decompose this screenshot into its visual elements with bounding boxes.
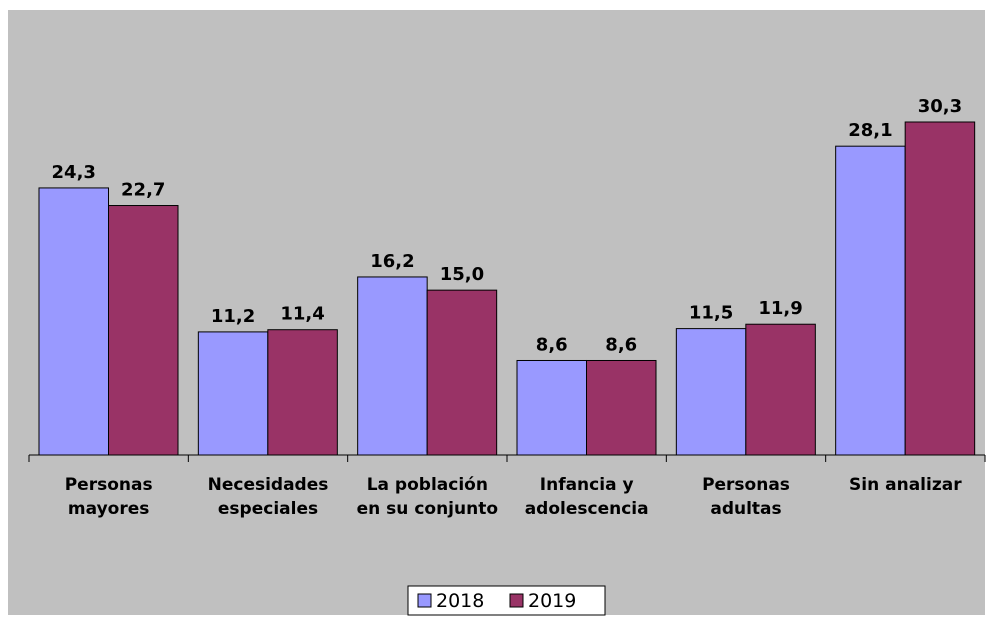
bar [516,359,587,456]
data-label: 16,2 [370,251,414,272]
data-label: 24,3 [52,162,96,183]
bar [675,328,747,456]
data-label: 11,9 [758,298,802,319]
x-tick-label: Sin analizar [849,475,962,495]
legend-swatch [417,593,432,608]
x-tick-label: Personas adultas [702,475,790,519]
bar [745,323,816,456]
data-label: 11,5 [689,303,733,324]
bar [426,289,498,456]
x-tick-label: Infancia y adolescencia [524,475,649,519]
legend-swatch [509,593,524,608]
x-tick-label: La población en su conjunto [356,475,499,519]
data-label: 8,6 [536,334,568,355]
x-tick-label: Personas mayores [64,475,153,519]
data-label: 11,2 [211,306,255,327]
x-tick-label: Necesidades especiales [207,475,329,519]
bar [357,276,428,456]
bar [267,329,338,456]
bar [197,331,269,456]
data-label: 15,0 [440,264,484,285]
legend-label: 2018 [436,590,484,612]
legend-box [407,585,606,616]
bar [38,187,109,456]
bar [835,145,906,456]
bar [586,359,657,456]
data-label: 22,7 [121,180,165,201]
data-label: 8,6 [605,334,637,355]
data-label: 30,3 [918,96,962,117]
bar [904,121,976,456]
bar [108,205,179,456]
legend-label: 2019 [528,590,576,612]
data-label: 11,4 [280,304,324,325]
data-label: 28,1 [848,120,892,141]
